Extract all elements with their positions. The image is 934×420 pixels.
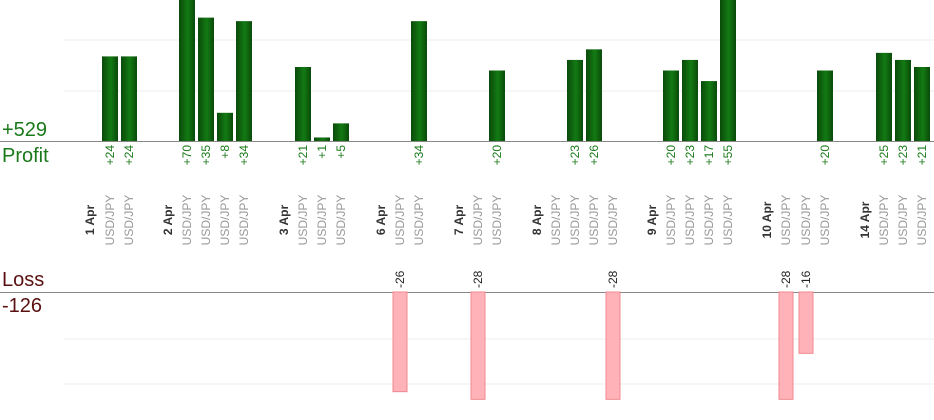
pair-label: USD/JPY — [218, 195, 232, 246]
pair-label: USD/JPY — [896, 195, 910, 246]
pair-label: USD/JPY — [683, 195, 697, 246]
date-label: 2 Apr — [161, 205, 175, 236]
pair-label: USD/JPY — [568, 195, 582, 246]
profit-bar — [217, 112, 233, 141]
profit-bar — [198, 17, 214, 141]
loss-label: Loss — [2, 269, 45, 291]
loss-bar — [605, 291, 621, 400]
loss-value-label: -16 — [799, 270, 813, 288]
pair-label: USD/JPY — [549, 195, 563, 246]
loss-value-label: -28 — [779, 270, 793, 288]
profit-bar — [876, 52, 892, 141]
pair-label: USD/JPY — [818, 195, 832, 246]
profit-value-label: +26 — [587, 145, 601, 166]
profit-value-label: +55 — [721, 145, 735, 166]
pair-label: USD/JPY — [587, 195, 601, 246]
profit-bar — [914, 66, 930, 141]
pair-label: USD/JPY — [122, 195, 136, 246]
profit-bar — [102, 56, 118, 141]
date-label: 7 Apr — [452, 205, 466, 236]
profit-bar — [179, 0, 195, 141]
profit-value-label: +5 — [334, 145, 348, 159]
profit-value-label: +23 — [683, 145, 697, 166]
profit-bar — [411, 21, 427, 141]
profit-value-label: +24 — [103, 145, 117, 166]
profit-value-label: +23 — [568, 145, 582, 166]
profit-value-label: +34 — [237, 145, 251, 166]
profit-bar — [817, 70, 833, 141]
pair-label: USD/JPY — [721, 195, 735, 246]
profit-bar — [333, 123, 349, 141]
profit-bar — [682, 59, 698, 141]
pair-label: USD/JPY — [180, 195, 194, 246]
loss-bar — [470, 291, 486, 400]
pair-label: USD/JPY — [237, 195, 251, 246]
date-label: 14 Apr — [858, 201, 872, 238]
profit-bar — [567, 59, 583, 141]
profit-total: +529 — [2, 119, 48, 141]
profit-bar — [236, 21, 252, 141]
date-label: 8 Apr — [530, 205, 544, 236]
loss-value-label: -26 — [393, 270, 407, 288]
profit-value-label: +24 — [122, 145, 136, 166]
loss-bar — [798, 291, 814, 354]
profit-bar — [314, 137, 330, 141]
pair-label: USD/JPY — [799, 195, 813, 246]
profit-value-label: +21 — [296, 145, 310, 166]
pair-label: USD/JPY — [915, 195, 929, 246]
profit-value-label: +20 — [490, 145, 504, 166]
profit-value-label: +8 — [218, 145, 232, 159]
labels: 1 Apr USD/JPY +24 USD/JPY +24 2 Apr USD/JPY +70… — [83, 145, 929, 288]
pair-label: USD/JPY — [334, 195, 348, 246]
gridlines — [0, 39, 934, 385]
date-label: 6 Apr — [374, 205, 388, 236]
pair-label: USD/JPY — [664, 195, 678, 246]
pair-label: USD/JPY — [315, 195, 329, 246]
profit-bar — [701, 81, 717, 141]
profit-value-label: +34 — [412, 145, 426, 166]
profit-bar — [586, 49, 602, 141]
profit-bar — [720, 0, 736, 141]
loss-total: -126 — [2, 295, 43, 317]
pair-label: USD/JPY — [412, 195, 426, 246]
pair-label: USD/JPY — [296, 195, 310, 246]
profit-value-label: +20 — [818, 145, 832, 166]
profit-value-label: +25 — [877, 145, 891, 166]
profit-bar — [895, 59, 911, 141]
profit-bar — [663, 70, 679, 141]
loss-bar — [392, 291, 408, 393]
profit-bar — [121, 56, 137, 141]
profit-value-label: +70 — [180, 145, 194, 166]
pair-label: USD/JPY — [471, 195, 485, 246]
profit-value-label: +1 — [315, 145, 329, 159]
pair-label: USD/JPY — [490, 195, 504, 246]
date-label: 10 Apr — [760, 201, 774, 238]
loss-bar — [778, 291, 794, 400]
date-label: 1 Apr — [83, 205, 97, 236]
profit-value-label: +17 — [702, 145, 716, 166]
profit-value-label: +20 — [664, 145, 678, 166]
pair-label: USD/JPY — [393, 195, 407, 246]
pair-label: USD/JPY — [103, 195, 117, 246]
date-label: 9 Apr — [645, 205, 659, 236]
pair-label: USD/JPY — [199, 195, 213, 246]
profit-value-label: +23 — [896, 145, 910, 166]
loss-value-label: -28 — [471, 270, 485, 288]
pair-label: USD/JPY — [606, 195, 620, 246]
profit-label: Profit — [2, 145, 49, 167]
pair-label: USD/JPY — [877, 195, 891, 246]
profit-bar — [489, 70, 505, 141]
profit-value-label: +35 — [199, 145, 213, 166]
pair-label: USD/JPY — [779, 195, 793, 246]
date-label: 3 Apr — [277, 205, 291, 236]
bars — [102, 0, 930, 400]
profit-value-label: +21 — [915, 145, 929, 166]
pair-label: USD/JPY — [702, 195, 716, 246]
loss-value-label: -28 — [606, 270, 620, 288]
profit-bar — [295, 66, 311, 141]
